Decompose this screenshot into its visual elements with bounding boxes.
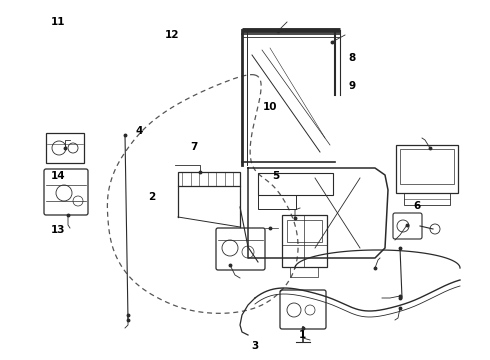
Bar <box>287 220 322 242</box>
Text: 8: 8 <box>348 53 355 63</box>
Text: 6: 6 <box>414 201 421 211</box>
Text: 12: 12 <box>165 30 180 40</box>
Text: 5: 5 <box>272 171 279 181</box>
Bar <box>396 145 458 193</box>
Bar <box>178 172 240 186</box>
Text: 1: 1 <box>299 330 306 340</box>
Bar <box>282 215 327 267</box>
Bar <box>258 195 296 209</box>
Text: 3: 3 <box>251 341 258 351</box>
Text: 13: 13 <box>50 225 65 235</box>
Bar <box>400 149 454 184</box>
Text: 9: 9 <box>348 81 355 91</box>
Bar <box>404 193 450 205</box>
Text: 2: 2 <box>148 192 155 202</box>
Text: 7: 7 <box>190 142 197 152</box>
Text: 14: 14 <box>50 171 65 181</box>
Text: 10: 10 <box>263 102 278 112</box>
Text: 4: 4 <box>136 126 144 136</box>
Bar <box>258 173 333 195</box>
Text: 11: 11 <box>50 17 65 27</box>
Bar <box>290 267 318 277</box>
